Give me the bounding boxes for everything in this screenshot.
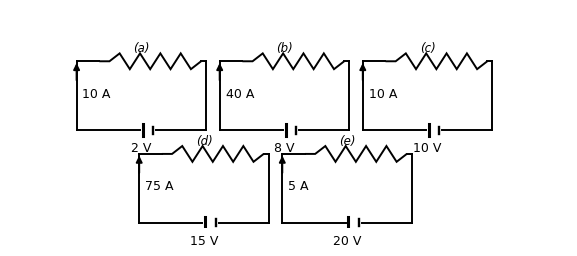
Text: (c): (c) [419,42,436,55]
Text: 10 A: 10 A [83,88,111,101]
Text: (a): (a) [133,42,149,55]
Text: 2 V: 2 V [131,142,152,155]
Text: 75 A: 75 A [145,180,174,193]
Text: 10 A: 10 A [369,88,397,101]
Text: 10 V: 10 V [414,142,442,155]
Text: 40 A: 40 A [226,88,254,101]
Text: 15 V: 15 V [190,235,218,248]
Text: (b): (b) [276,42,293,55]
Text: (d): (d) [196,135,212,148]
Text: 5 A: 5 A [288,180,309,193]
Text: 20 V: 20 V [333,235,361,248]
Text: 8 V: 8 V [274,142,295,155]
Text: (e): (e) [339,135,355,148]
